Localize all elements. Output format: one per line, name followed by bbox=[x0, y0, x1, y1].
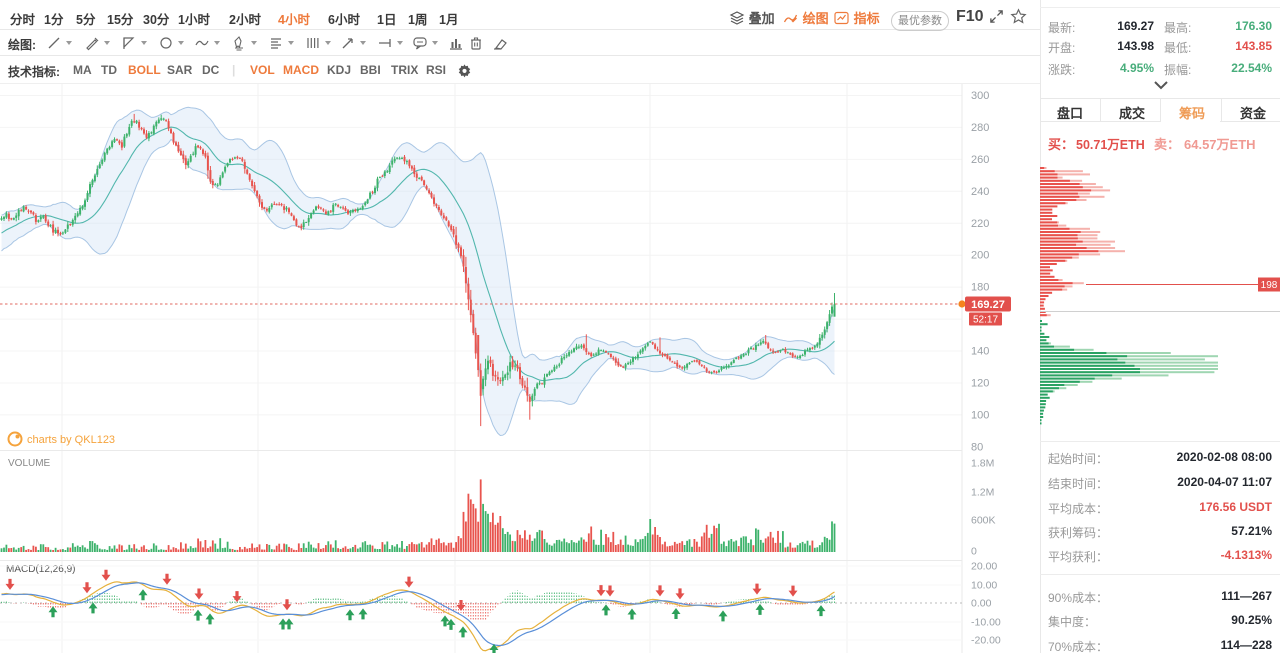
svg-text:20.00: 20.00 bbox=[971, 561, 997, 573]
svg-text:200: 200 bbox=[971, 250, 989, 262]
svg-text:180: 180 bbox=[971, 282, 989, 294]
svg-text:-10.00: -10.00 bbox=[971, 617, 1001, 629]
svg-text:140: 140 bbox=[971, 346, 989, 358]
svg-text:220: 220 bbox=[971, 218, 989, 230]
svg-text:198: 198 bbox=[1261, 280, 1278, 291]
svg-text:169.27: 169.27 bbox=[971, 299, 1005, 311]
svg-text:600K: 600K bbox=[971, 515, 996, 527]
svg-text:0.00: 0.00 bbox=[971, 598, 992, 610]
svg-text:MACD(12,26,9): MACD(12,26,9) bbox=[6, 564, 75, 575]
svg-text:300: 300 bbox=[971, 90, 989, 102]
svg-text:240: 240 bbox=[971, 186, 989, 198]
svg-text:260: 260 bbox=[971, 154, 989, 166]
svg-text:10.00: 10.00 bbox=[971, 580, 997, 592]
svg-text:-20.00: -20.00 bbox=[971, 635, 1001, 647]
svg-text:52:17: 52:17 bbox=[973, 315, 998, 326]
svg-text:1.8M: 1.8M bbox=[971, 458, 994, 470]
svg-text:0: 0 bbox=[971, 546, 977, 558]
svg-text:VOLUME: VOLUME bbox=[8, 458, 51, 469]
svg-text:280: 280 bbox=[971, 122, 989, 134]
svg-text:charts by QKL123: charts by QKL123 bbox=[27, 434, 115, 446]
svg-text:120: 120 bbox=[971, 378, 989, 390]
svg-text:100: 100 bbox=[971, 409, 989, 421]
svg-text:80: 80 bbox=[971, 441, 983, 453]
svg-text:1.2M: 1.2M bbox=[971, 487, 994, 499]
